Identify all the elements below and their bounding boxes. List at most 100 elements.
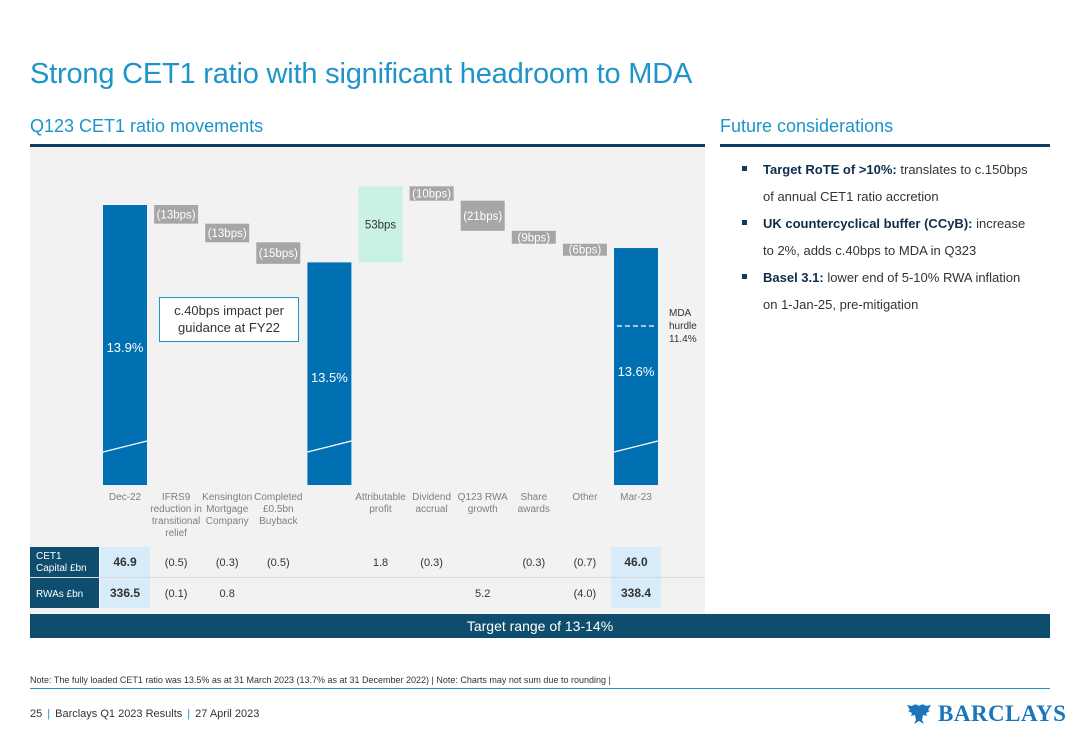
table-row-header-bg: [30, 578, 99, 608]
category-label: Mar-23: [620, 492, 652, 503]
category-label: Company: [206, 516, 249, 527]
decrease-bar: [460, 200, 505, 231]
footnote: Note: The fully loaded CET1 ratio was 13…: [30, 675, 611, 685]
category-label: Mortgage: [206, 504, 249, 515]
left-section-heading: Q123 CET1 ratio movements: [30, 116, 264, 136]
category-label: growth: [468, 504, 498, 515]
total-bar: [614, 248, 658, 485]
decrease-bar: [409, 186, 454, 201]
table-cell: (0.5): [267, 557, 290, 569]
table-total-cell: 46.0: [624, 555, 648, 569]
left-heading-rule: [30, 144, 705, 147]
bullet-text: increase to 2%, adds c.40bps to MDA in Q…: [763, 216, 1026, 258]
category-label: Dec-22: [109, 492, 142, 503]
impact-guidance-callout: c.40bps impact per guidance at FY22: [159, 297, 299, 342]
table-total-cell: 46.9: [113, 555, 137, 569]
table-cell: (0.3): [522, 557, 545, 569]
total-bar: [307, 262, 352, 485]
target-range-banner: Target range of 13-14%: [30, 614, 1050, 638]
category-label: awards: [518, 504, 550, 515]
future-bullet-ccyb: UK countercyclical buffer (CCyB): increa…: [738, 210, 1038, 264]
table-total-cell-bg: [611, 578, 661, 608]
right-heading-rule: [720, 144, 1050, 147]
decrease-bar: [511, 230, 556, 244]
increase-bar: [358, 186, 403, 263]
total-bar-label: 13.9%: [107, 340, 144, 355]
category-label: Dividend: [412, 492, 451, 503]
category-label: Other: [572, 492, 598, 503]
delta-label: (13bps): [208, 228, 247, 240]
axis-break-line: [307, 440, 352, 453]
category-label: Attributable: [355, 492, 406, 503]
table-total-cell: 338.4: [621, 586, 651, 600]
future-considerations-list: Target RoTE of >10%: translates to c.150…: [738, 156, 1038, 318]
mda-hurdle-label: MDA: [669, 308, 692, 319]
table-cell: 1.8: [373, 557, 388, 569]
category-label: Kensington: [202, 492, 252, 503]
table-row-header: Capital £bn: [36, 563, 87, 574]
category-label: Q123 RWA: [458, 492, 508, 503]
category-label: profit: [369, 504, 391, 515]
decrease-bar: [205, 223, 250, 243]
table-total-cell-bg: [100, 578, 150, 608]
table-cell: (0.7): [574, 557, 597, 569]
delta-label: (10bps): [412, 189, 451, 201]
footer-rule: [30, 688, 1050, 689]
table-total-cell-bg: [100, 547, 150, 577]
category-label: accrual: [415, 504, 447, 515]
total-bar-label: 13.6%: [618, 364, 655, 379]
category-label: reduction in: [150, 504, 202, 515]
decrease-bar: [562, 243, 607, 256]
total-bar: [103, 205, 147, 485]
mda-hurdle-label: 11.4%: [669, 334, 697, 345]
table-total-cell-bg: [611, 547, 661, 577]
bullet-bold-text: Target RoTE of >10%:: [763, 162, 897, 177]
page-title: Strong CET1 ratio with significant headr…: [30, 58, 693, 90]
delta-label: (9bps): [517, 232, 550, 244]
table-cell: 5.2: [475, 588, 490, 600]
table-cell: (0.5): [165, 557, 188, 569]
right-section-heading: Future considerations: [720, 116, 894, 136]
bullet-text: translates to c.150bps of annual CET1 ra…: [763, 162, 1028, 204]
table-row-header: CET1: [36, 551, 62, 562]
table-cell: (0.3): [420, 557, 443, 569]
category-label: relief: [165, 528, 187, 539]
bullet-text: lower end of 5-10% RWA inflation on 1-Ja…: [763, 270, 1021, 312]
table-cell: (4.0): [574, 588, 597, 600]
category-label: Share: [520, 492, 547, 503]
delta-label: (15bps): [259, 248, 298, 260]
barclays-logo: BARCLAYS: [906, 700, 1066, 728]
future-bullet-rote: Target RoTE of >10%: translates to c.150…: [738, 156, 1038, 210]
mda-hurdle-label: hurdle: [669, 321, 697, 332]
bullet-bold-text: Basel 3.1:: [763, 270, 824, 285]
table-cell: 0.8: [220, 588, 235, 600]
bullet-bold-text: UK countercyclical buffer (CCyB):: [763, 216, 973, 231]
footer-separator: |: [47, 708, 51, 720]
table-row-header: RWAs £bn: [36, 589, 83, 600]
category-label: Buyback: [259, 516, 298, 527]
delta-label: (13bps): [157, 209, 196, 221]
category-label: Completed: [254, 492, 302, 503]
category-label: £0.5bn: [263, 504, 294, 515]
axis-break-line: [613, 440, 659, 453]
category-label: transitional: [152, 516, 200, 527]
future-bullet-basel: Basel 3.1: lower end of 5-10% RWA inflat…: [738, 264, 1038, 318]
document-date: 27 April 2023: [195, 708, 260, 720]
eagle-icon: [907, 704, 931, 724]
axis-break-line: [102, 440, 148, 453]
delta-label: 53bps: [365, 219, 397, 231]
page-number: 25: [30, 708, 43, 720]
delta-label: (21bps): [463, 211, 502, 223]
footer-separator: |: [187, 708, 191, 720]
logo-wordmark: BARCLAYS: [938, 701, 1067, 726]
footer: 25 | Barclays Q1 2023 Results | 27 April 202…: [30, 708, 259, 720]
category-label: IFRS9: [162, 492, 191, 503]
table-total-cell: 336.5: [110, 586, 140, 600]
decrease-bar: [154, 205, 199, 224]
table-cell: (0.1): [165, 588, 188, 600]
table-row-header-bg: [30, 547, 99, 577]
total-bar-label: 13.5%: [311, 370, 348, 385]
decrease-bar: [256, 242, 301, 264]
document-name: Barclays Q1 2023 Results: [55, 708, 183, 720]
